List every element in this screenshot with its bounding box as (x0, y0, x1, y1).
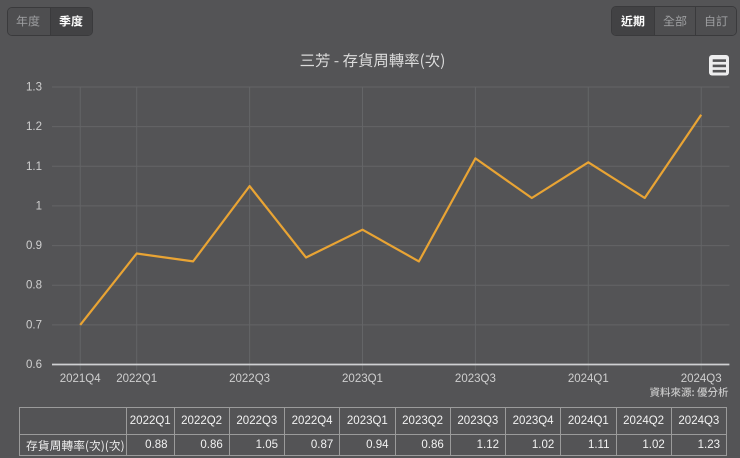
svg-text:0.8: 0.8 (26, 280, 42, 292)
svg-text:2022Q3: 2022Q3 (229, 373, 270, 385)
svg-text:1.2: 1.2 (26, 121, 42, 133)
svg-text:0.9: 0.9 (26, 240, 42, 252)
svg-text:2023Q1: 2023Q1 (342, 373, 383, 385)
svg-text:1.1: 1.1 (26, 161, 42, 173)
svg-text:0.6: 0.6 (26, 359, 42, 371)
svg-text:2024Q1: 2024Q1 (568, 373, 609, 385)
svg-text:2021Q4: 2021Q4 (60, 373, 102, 385)
svg-text:2024Q3: 2024Q3 (681, 373, 722, 385)
svg-text:1: 1 (36, 200, 42, 212)
svg-text:0.7: 0.7 (26, 319, 42, 331)
svg-text:2023Q3: 2023Q3 (455, 373, 496, 385)
svg-text:1.3: 1.3 (26, 82, 42, 94)
svg-text:2022Q1: 2022Q1 (116, 373, 157, 385)
